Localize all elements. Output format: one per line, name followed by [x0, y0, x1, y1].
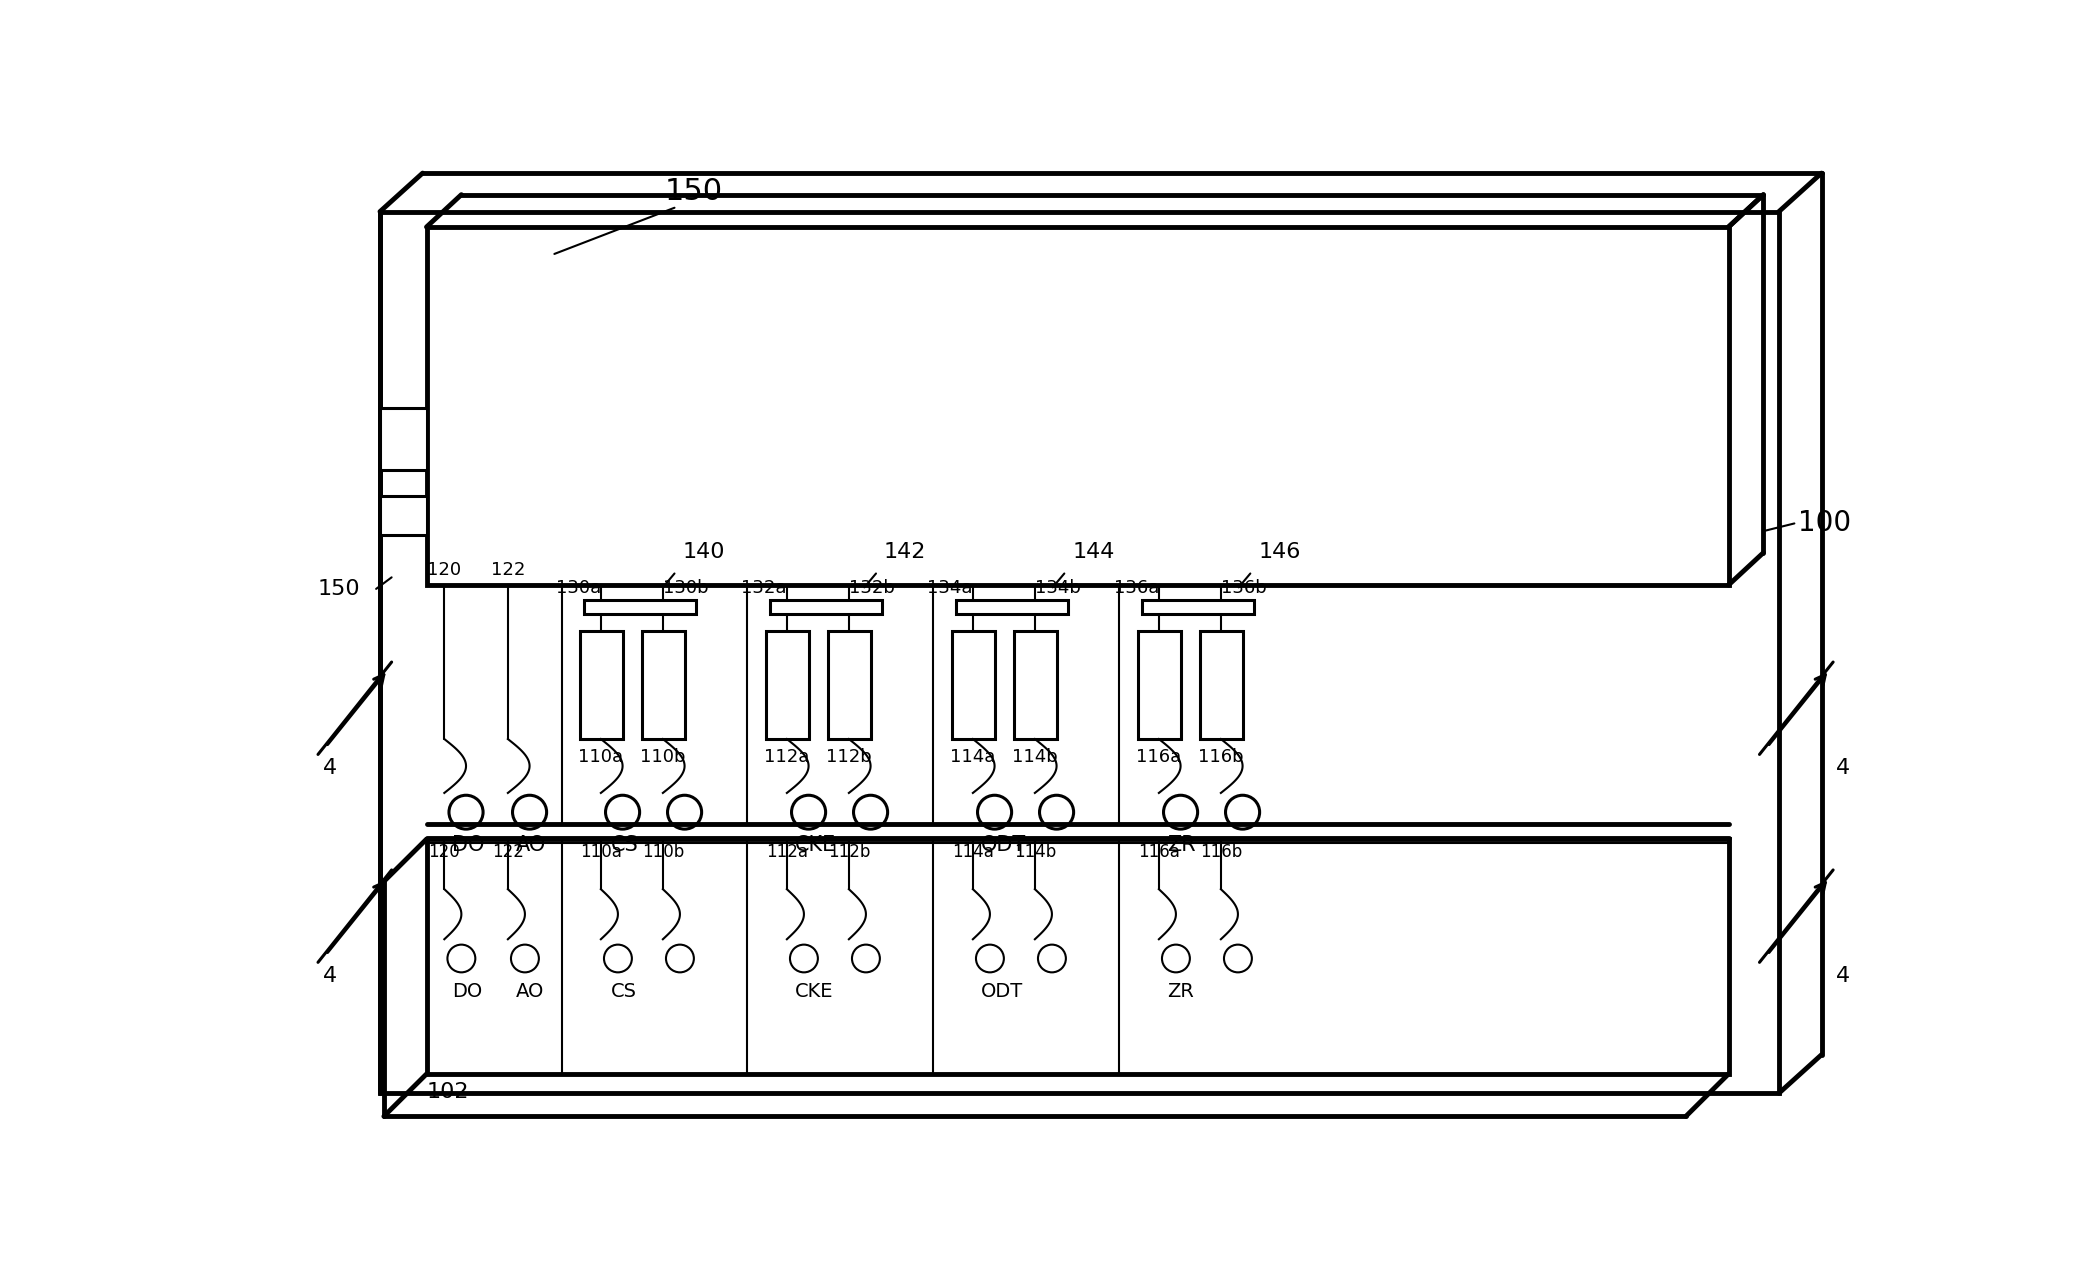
Text: 4: 4 — [322, 758, 337, 778]
Text: 150: 150 — [318, 579, 360, 599]
Text: 112a: 112a — [765, 749, 809, 767]
Text: ZR: ZR — [1166, 836, 1195, 855]
Text: 110a: 110a — [578, 749, 624, 767]
Bar — [426, 227, 1728, 585]
Bar — [380, 408, 426, 469]
Bar — [952, 631, 994, 738]
Text: 136a: 136a — [1114, 578, 1158, 596]
Text: CKE: CKE — [794, 982, 834, 1000]
Bar — [380, 496, 426, 535]
Text: 112a: 112a — [765, 844, 809, 862]
Text: 116a: 116a — [1137, 749, 1181, 767]
Bar — [426, 840, 1728, 1074]
Text: 150: 150 — [665, 177, 723, 206]
Text: 4: 4 — [1836, 967, 1850, 986]
Text: 140: 140 — [682, 542, 726, 562]
Text: 110a: 110a — [580, 844, 622, 862]
Text: 130a: 130a — [555, 578, 601, 596]
Bar — [1137, 631, 1181, 738]
Text: 120: 120 — [428, 562, 462, 579]
Text: 134a: 134a — [927, 578, 973, 596]
Text: 110b: 110b — [642, 844, 684, 862]
Bar — [765, 631, 809, 738]
Text: CKE: CKE — [794, 836, 836, 855]
Text: 136b: 136b — [1220, 578, 1266, 596]
Text: 112b: 112b — [825, 749, 871, 767]
Text: AO: AO — [516, 982, 545, 1000]
Bar — [827, 631, 871, 738]
Text: 130b: 130b — [663, 578, 709, 596]
Text: 146: 146 — [1258, 542, 1301, 562]
Text: ZR: ZR — [1166, 982, 1193, 1000]
Text: ODT: ODT — [981, 836, 1025, 855]
Text: 4: 4 — [322, 967, 337, 986]
Bar — [1141, 600, 1254, 614]
Text: 4: 4 — [1836, 758, 1850, 778]
Text: 132b: 132b — [848, 578, 894, 596]
Bar — [580, 631, 622, 738]
Text: 114a: 114a — [952, 844, 994, 862]
Text: 142: 142 — [884, 542, 925, 562]
Text: 144: 144 — [1073, 542, 1114, 562]
Text: 120: 120 — [428, 844, 459, 862]
Text: AO: AO — [516, 836, 547, 855]
Text: 112b: 112b — [827, 844, 871, 862]
Bar — [769, 600, 881, 614]
Bar — [956, 600, 1069, 614]
Text: 122: 122 — [493, 844, 524, 862]
Text: 116b: 116b — [1198, 749, 1243, 767]
Text: 116a: 116a — [1137, 844, 1179, 862]
Text: 114b: 114b — [1015, 844, 1056, 862]
Text: DO: DO — [451, 982, 482, 1000]
Text: 114b: 114b — [1012, 749, 1058, 767]
Text: 116b: 116b — [1200, 844, 1241, 862]
Text: CS: CS — [611, 836, 638, 855]
Text: 100: 100 — [1798, 509, 1852, 537]
Bar — [1015, 631, 1056, 738]
Bar — [584, 600, 696, 614]
Bar — [1200, 631, 1243, 738]
Text: CS: CS — [611, 982, 636, 1000]
Text: DO: DO — [451, 836, 484, 855]
Text: 114a: 114a — [950, 749, 996, 767]
Text: 110b: 110b — [640, 749, 686, 767]
Text: 122: 122 — [491, 562, 526, 579]
Text: 132a: 132a — [742, 578, 786, 596]
Bar — [642, 631, 684, 738]
Bar — [380, 212, 1780, 1094]
Text: ODT: ODT — [981, 982, 1023, 1000]
Text: 102: 102 — [426, 1082, 470, 1101]
Text: 134b: 134b — [1035, 578, 1081, 596]
